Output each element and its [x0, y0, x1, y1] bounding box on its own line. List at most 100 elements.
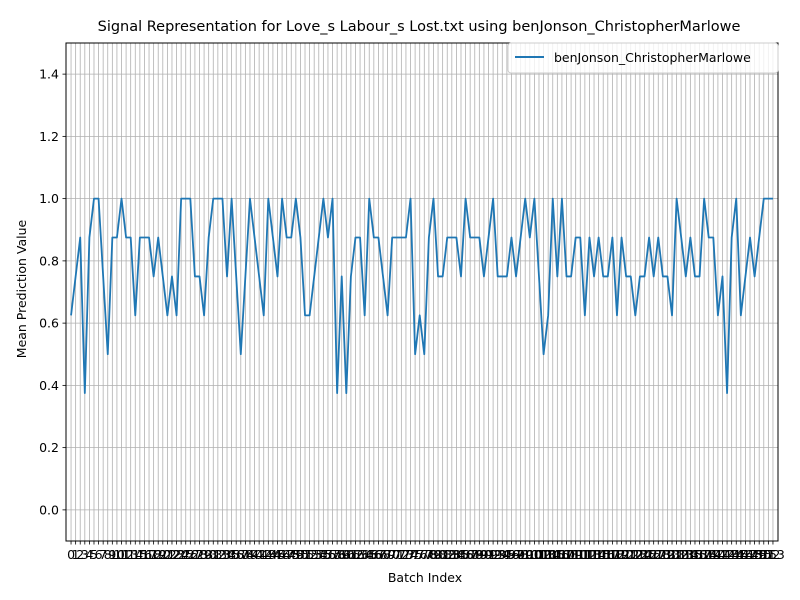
x-tick-label: 87 [462, 547, 478, 562]
x-tick-label: 113 [578, 547, 602, 562]
x-tick-label: 79 [426, 547, 442, 562]
x-tick-label: 25 [178, 547, 194, 562]
x-tick-label: 78 [421, 547, 437, 562]
x-tick-label: 116 [591, 547, 615, 562]
x-tick-label: 22 [164, 547, 180, 562]
x-tick-label: 47 [279, 547, 295, 562]
x-tick-label: 115 [587, 547, 611, 562]
x-tick-label: 57 [325, 547, 341, 562]
x-tick-label: 96 [504, 547, 520, 562]
x-tick-label: 151 [752, 547, 776, 562]
x-tick-label: 27 [187, 547, 203, 562]
x-axis-label: Batch Index [388, 570, 462, 585]
x-tick-label: 92 [485, 547, 501, 562]
x-tick-label: 3 [81, 547, 89, 562]
x-tick-label: 133 [669, 547, 693, 562]
x-tick-label: 142 [711, 547, 735, 562]
x-tick-label: 9 [108, 547, 116, 562]
x-tick-label: 74 [403, 547, 419, 562]
x-tick-label: 35 [224, 547, 240, 562]
x-tick-label: 93 [490, 547, 506, 562]
x-tick-label: 152 [756, 547, 780, 562]
x-axis-ticks: 0123456789101112131415161718192021222324… [67, 541, 785, 562]
y-tick-label: 0.0 [39, 502, 59, 517]
x-tick-label: 73 [398, 547, 414, 562]
x-tick-label: 145 [724, 547, 748, 562]
x-tick-label: 150 [747, 547, 771, 562]
x-tick-label: 33 [214, 547, 230, 562]
x-tick-label: 86 [458, 547, 474, 562]
x-tick-label: 107 [550, 547, 574, 562]
x-tick-label: 123 [623, 547, 647, 562]
x-tick-label: 119 [605, 547, 629, 562]
legend-label: benJonson_ChristopherMarlowe [554, 50, 751, 65]
x-tick-label: 101 [522, 547, 546, 562]
x-tick-label: 65 [361, 547, 377, 562]
x-tick-label: 99 [517, 547, 533, 562]
x-tick-label: 8 [104, 547, 112, 562]
x-tick-label: 148 [738, 547, 762, 562]
x-tick-label: 70 [384, 547, 400, 562]
x-tick-label: 149 [743, 547, 767, 562]
x-tick-label: 34 [219, 547, 235, 562]
x-tick-label: 53 [306, 547, 322, 562]
x-tick-label: 110 [564, 547, 588, 562]
x-tick-label: 23 [169, 547, 185, 562]
x-tick-label: 66 [366, 547, 382, 562]
x-tick-label: 67 [370, 547, 386, 562]
x-tick-label: 60 [338, 547, 354, 562]
x-tick-label: 81 [435, 547, 451, 562]
x-tick-label: 72 [393, 547, 409, 562]
x-tick-label: 40 [247, 547, 263, 562]
x-tick-label: 118 [600, 547, 624, 562]
x-tick-label: 30 [201, 547, 217, 562]
x-tick-label: 5 [90, 547, 98, 562]
x-tick-label: 108 [555, 547, 579, 562]
x-tick-label: 129 [651, 547, 675, 562]
x-tick-label: 12 [118, 547, 134, 562]
x-tick-label: 141 [706, 547, 730, 562]
x-tick-label: 61 [343, 547, 359, 562]
x-tick-label: 71 [389, 547, 405, 562]
x-tick-label: 2 [76, 547, 84, 562]
x-tick-label: 62 [348, 547, 364, 562]
y-tick-label: 0.4 [39, 378, 59, 393]
x-tick-label: 55 [315, 547, 331, 562]
x-tick-label: 51 [297, 547, 313, 562]
x-tick-label: 39 [242, 547, 258, 562]
x-tick-label: 11 [114, 547, 130, 562]
x-tick-label: 7 [99, 547, 107, 562]
x-tick-label: 114 [582, 547, 606, 562]
x-tick-label: 76 [412, 547, 428, 562]
x-tick-label: 44 [265, 547, 281, 562]
y-tick-label: 1.4 [39, 67, 59, 82]
x-tick-label: 103 [532, 547, 556, 562]
x-tick-label: 54 [311, 547, 327, 562]
x-tick-label: 69 [380, 547, 396, 562]
x-tick-label: 0 [67, 547, 75, 562]
x-tick-label: 126 [637, 547, 661, 562]
x-tick-label: 135 [678, 547, 702, 562]
x-tick-label: 121 [614, 547, 638, 562]
x-tick-label: 24 [173, 547, 189, 562]
x-tick-label: 13 [123, 547, 139, 562]
x-tick-label: 111 [568, 547, 592, 562]
x-tick-label: 20 [155, 547, 171, 562]
x-tick-label: 122 [619, 547, 643, 562]
x-tick-label: 98 [513, 547, 529, 562]
x-tick-label: 153 [761, 547, 785, 562]
grid-layer [66, 43, 778, 541]
x-tick-label: 14 [127, 547, 143, 562]
x-tick-label: 91 [481, 547, 497, 562]
x-tick-label: 134 [674, 547, 698, 562]
x-tick-label: 102 [527, 547, 551, 562]
x-tick-label: 132 [665, 547, 689, 562]
x-tick-label: 106 [545, 547, 569, 562]
x-tick-label: 17 [141, 547, 157, 562]
x-tick-label: 42 [256, 547, 272, 562]
x-tick-label: 63 [352, 547, 368, 562]
x-tick-label: 95 [499, 547, 515, 562]
x-tick-label: 94 [494, 547, 510, 562]
